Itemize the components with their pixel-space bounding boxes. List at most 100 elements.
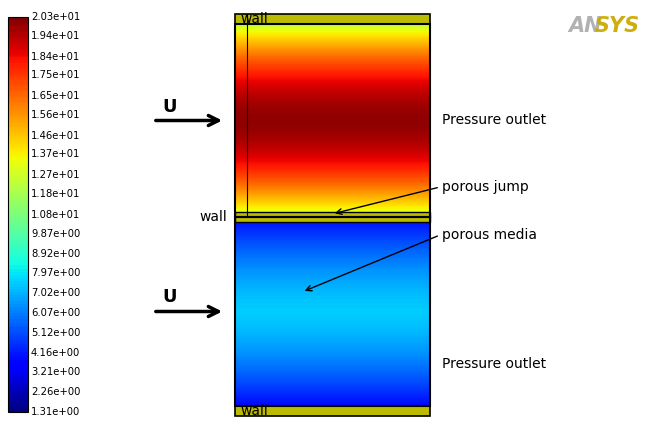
Bar bbox=[8, 410, 28, 412]
Bar bbox=[8, 356, 28, 358]
Text: wall: wall bbox=[200, 210, 227, 224]
Bar bbox=[8, 287, 28, 289]
Bar bbox=[8, 270, 28, 272]
Bar bbox=[8, 216, 28, 218]
Text: 6.07e+00: 6.07e+00 bbox=[31, 308, 80, 318]
Text: 1.08e+01: 1.08e+01 bbox=[31, 209, 80, 220]
Text: Pressure outlet: Pressure outlet bbox=[442, 357, 546, 371]
Text: 7.02e+00: 7.02e+00 bbox=[31, 288, 80, 298]
Text: U: U bbox=[162, 288, 177, 307]
Text: Pressure outlet: Pressure outlet bbox=[442, 114, 546, 128]
Bar bbox=[8, 365, 28, 367]
Text: 3.21e+00: 3.21e+00 bbox=[31, 368, 80, 377]
Text: 1.75e+01: 1.75e+01 bbox=[31, 70, 81, 80]
Text: 9.87e+00: 9.87e+00 bbox=[31, 229, 80, 239]
Text: 1.65e+01: 1.65e+01 bbox=[31, 91, 81, 101]
Bar bbox=[8, 100, 28, 102]
Bar bbox=[8, 382, 28, 384]
Bar bbox=[8, 381, 28, 383]
Bar bbox=[8, 80, 28, 82]
Text: 2.03e+01: 2.03e+01 bbox=[31, 12, 80, 22]
Bar bbox=[8, 248, 28, 250]
Bar bbox=[8, 33, 28, 36]
Bar bbox=[8, 81, 28, 84]
Bar bbox=[8, 262, 28, 264]
Bar bbox=[8, 294, 28, 296]
Bar bbox=[8, 265, 28, 267]
Text: 1.94e+01: 1.94e+01 bbox=[31, 31, 81, 41]
Bar bbox=[8, 85, 28, 86]
Text: U: U bbox=[162, 98, 177, 115]
Text: 5.12e+00: 5.12e+00 bbox=[31, 328, 81, 338]
Bar bbox=[8, 123, 28, 125]
Bar bbox=[8, 25, 28, 26]
Bar bbox=[8, 363, 28, 364]
Bar bbox=[8, 304, 28, 306]
Bar bbox=[8, 324, 28, 326]
Bar bbox=[8, 205, 28, 207]
Bar bbox=[8, 279, 28, 281]
Bar bbox=[8, 67, 28, 70]
Bar bbox=[8, 183, 28, 185]
Bar bbox=[8, 59, 28, 60]
Bar bbox=[8, 187, 28, 188]
Bar bbox=[8, 173, 28, 174]
Bar bbox=[8, 131, 28, 133]
Bar bbox=[8, 293, 28, 295]
Bar bbox=[8, 346, 28, 347]
Bar bbox=[8, 290, 28, 292]
Bar bbox=[8, 23, 28, 25]
Bar bbox=[8, 260, 28, 262]
Bar bbox=[235, 14, 430, 24]
Bar bbox=[8, 371, 28, 374]
Bar bbox=[8, 236, 28, 237]
Bar bbox=[8, 375, 28, 377]
Bar bbox=[8, 226, 28, 229]
Bar bbox=[8, 354, 28, 357]
Bar bbox=[8, 282, 28, 284]
Bar bbox=[8, 271, 28, 273]
Bar bbox=[8, 330, 28, 332]
Bar bbox=[8, 106, 28, 108]
Bar bbox=[8, 32, 28, 34]
Bar bbox=[8, 177, 28, 179]
Bar bbox=[8, 392, 28, 393]
Bar bbox=[8, 310, 28, 312]
Bar bbox=[8, 31, 28, 32]
Bar bbox=[8, 245, 28, 247]
Bar bbox=[8, 192, 28, 195]
Bar bbox=[8, 151, 28, 153]
Bar bbox=[8, 385, 28, 387]
Bar bbox=[8, 359, 28, 361]
Bar bbox=[235, 217, 430, 406]
Bar bbox=[8, 176, 28, 178]
Bar bbox=[8, 243, 28, 245]
Bar bbox=[235, 406, 430, 416]
Bar bbox=[8, 256, 28, 258]
Bar bbox=[8, 111, 28, 113]
Bar bbox=[8, 54, 28, 56]
Bar bbox=[8, 28, 28, 29]
Bar bbox=[8, 95, 28, 97]
Bar bbox=[8, 180, 28, 182]
Bar bbox=[8, 251, 28, 253]
Bar bbox=[8, 98, 28, 100]
Bar bbox=[8, 190, 28, 191]
Bar bbox=[8, 196, 28, 198]
Bar bbox=[8, 211, 28, 213]
Bar bbox=[8, 108, 28, 109]
Text: 1.31e+00: 1.31e+00 bbox=[31, 407, 80, 417]
Bar bbox=[8, 321, 28, 323]
Bar bbox=[8, 284, 28, 285]
Bar bbox=[8, 259, 28, 261]
Bar bbox=[8, 274, 28, 276]
Bar bbox=[8, 46, 28, 48]
Bar bbox=[8, 188, 28, 190]
Bar bbox=[8, 311, 28, 313]
Bar bbox=[8, 75, 28, 77]
Bar bbox=[8, 332, 28, 333]
Text: wall: wall bbox=[240, 12, 268, 26]
Bar bbox=[8, 55, 28, 57]
Text: porous media: porous media bbox=[442, 228, 537, 242]
Bar bbox=[8, 327, 28, 329]
